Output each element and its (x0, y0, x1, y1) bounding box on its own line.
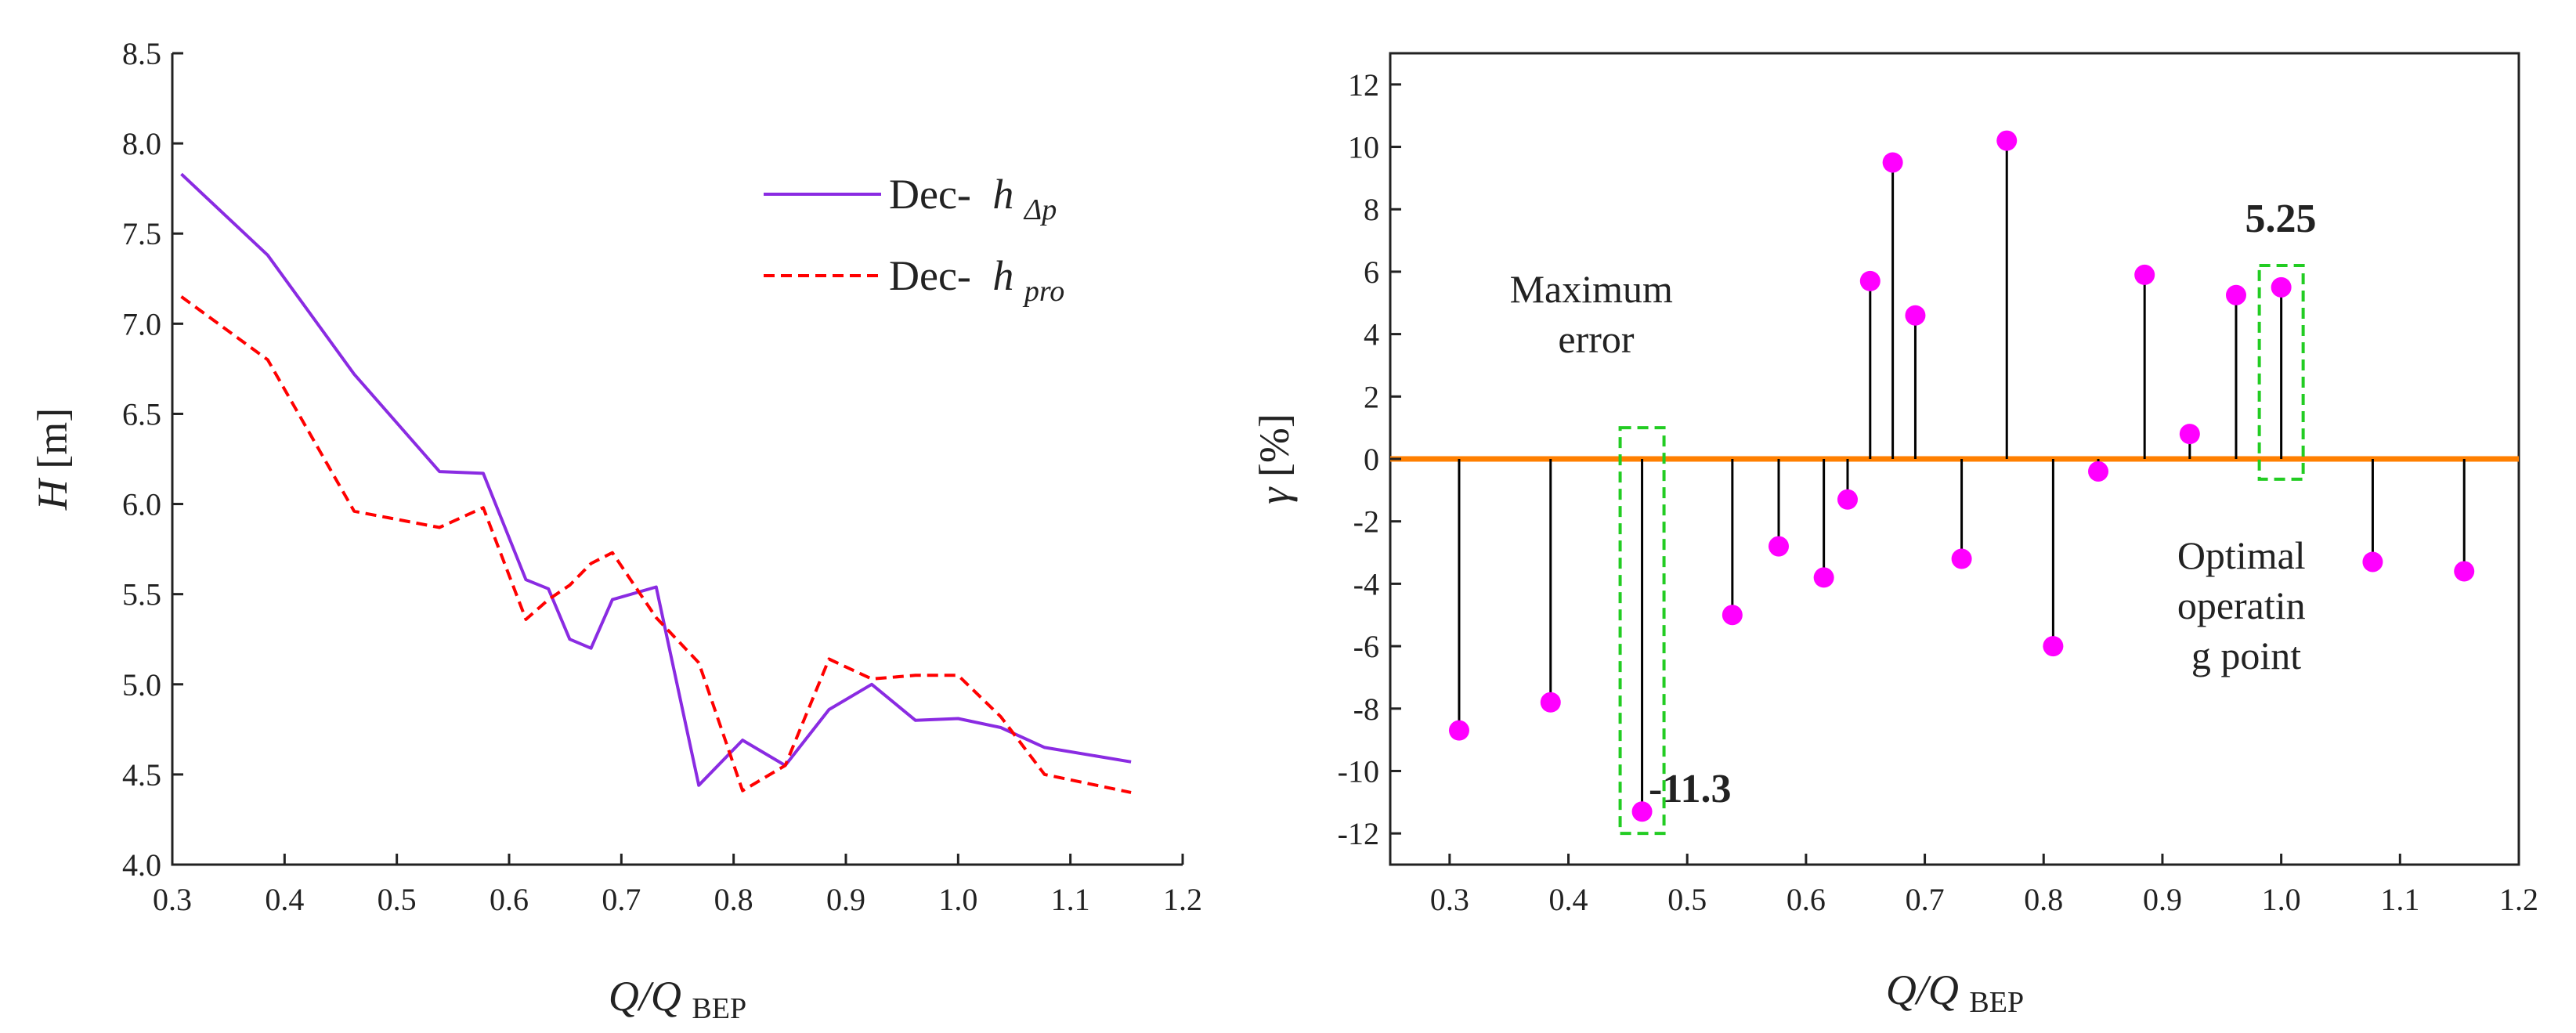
error-x-tick-label: 1.0 (2262, 882, 2301, 917)
head-x-tick-label: 0.3 (153, 882, 192, 917)
optimal-point-value: 5.25 (2245, 197, 2317, 241)
error-point (2043, 636, 2064, 657)
head-legend: Dec- h Δp Dec- h pro (764, 171, 1064, 308)
error-y-axis-title: γ [%] (1251, 414, 1298, 504)
error-point (2362, 551, 2383, 572)
error-y-tick-label: -2 (1353, 504, 1379, 540)
error-y-tick-label: -6 (1353, 629, 1379, 664)
head-x-tick-label: 1.1 (1051, 882, 1090, 917)
error-x-tick-label: 1.2 (2499, 882, 2538, 917)
head-x-tick-label: 0.9 (826, 882, 865, 917)
series-line-pro (180, 295, 1132, 794)
error-stems (1458, 140, 2466, 812)
error-x-tick-label: 0.3 (1430, 882, 1469, 917)
error-y-tick-label: -10 (1338, 753, 1379, 789)
head-y-ticks: 4.0 4.5 5.0 5.5 6.0 6.5 7.0 7.5 8.0 8.5 (122, 36, 183, 883)
error-x-axis-title: Q/Q BEP (1886, 966, 2024, 1019)
error-plot-frame (1389, 52, 2520, 866)
error-y-tick-label: 4 (1364, 317, 1379, 352)
head-y-axis-title: H [m] (29, 408, 76, 511)
error-x-tick-label: 0.4 (1549, 882, 1588, 917)
error-point (1769, 536, 1790, 557)
optimal-point-label: Optimal operatin g point (2177, 533, 2315, 677)
head-y-tick-label: 6.0 (122, 487, 161, 522)
error-x-tick-label: 0.8 (2024, 882, 2063, 917)
error-point (1448, 720, 1469, 741)
error-y-tick-label: 12 (1348, 67, 1379, 103)
head-y-tick-label: 8.5 (122, 36, 161, 71)
error-chart: 0.3 0.4 0.5 0.6 0.7 0.8 0.9 1.0 1.1 1.2 -12-10-8-… (1251, 52, 2538, 1019)
error-point (2088, 461, 2109, 482)
error-x-tick-label: 0.7 (1906, 882, 1945, 917)
error-point (1722, 605, 1743, 626)
head-x-axis-title: Q/Q BEP (609, 973, 746, 1025)
error-x-tick-label: 0.9 (2143, 882, 2182, 917)
head-y-tick-label: 7.0 (122, 306, 161, 341)
error-point (1905, 305, 1926, 326)
head-y-tick-label: 4.0 (122, 847, 161, 883)
error-point (1996, 130, 2018, 151)
head-series-lines (180, 172, 1132, 794)
error-points (1448, 130, 2475, 822)
max-error-label: Maximum error (1510, 267, 1683, 361)
legend-label-dp: Dec- h Δp (889, 171, 1057, 226)
error-x-tick-label: 0.5 (1667, 882, 1707, 917)
error-y-tick-label: 8 (1364, 192, 1379, 227)
error-point (1540, 692, 1561, 713)
legend-label-pro: Dec- h pro (889, 252, 1064, 308)
head-x-tick-label: 1.0 (938, 882, 977, 917)
error-point (2225, 284, 2246, 305)
error-y-tick-label: -12 (1338, 816, 1379, 851)
head-x-tick-label: 0.7 (602, 882, 641, 917)
head-y-tick-label: 5.5 (122, 577, 161, 612)
error-y-tick-label: 2 (1364, 379, 1379, 414)
error-x-tick-label: 1.1 (2380, 882, 2419, 917)
head-x-tick-label: 0.6 (490, 882, 529, 917)
error-point (1837, 489, 1858, 510)
head-y-tick-label: 8.0 (122, 126, 161, 161)
head-y-tick-label: 6.5 (122, 396, 161, 432)
head-x-ticks: 0.3 0.4 0.5 0.6 0.7 0.8 0.9 1.0 1.1 1.2 (153, 854, 1202, 917)
error-y-ticks: -12 -10 -8 -6 -4 -2 0 2 4 6 8 10 12 (1338, 67, 1401, 851)
error-point (2454, 561, 2475, 582)
series-line-dp (180, 172, 1132, 787)
max-error-highlight-box (1618, 426, 1666, 836)
head-y-tick-label: 5.0 (122, 667, 161, 703)
error-point (1631, 801, 1653, 822)
optimal-point-highlight-box (2257, 263, 2305, 481)
error-point (1951, 548, 1972, 569)
error-x-tick-label: 0.6 (1787, 882, 1826, 917)
error-point (1882, 152, 1903, 173)
error-y-tick-label: 0 (1364, 442, 1379, 477)
error-point (2179, 424, 2200, 445)
error-x-ticks: 0.3 0.4 0.5 0.6 0.7 0.8 0.9 1.0 1.1 1.2 (1430, 854, 2538, 917)
head-y-tick-label: 4.5 (122, 757, 161, 793)
head-x-tick-label: 0.8 (714, 882, 753, 917)
error-y-tick-label: 6 (1364, 255, 1379, 290)
error-y-tick-label: -8 (1353, 692, 1379, 727)
head-y-tick-label: 7.5 (122, 216, 161, 251)
head-x-tick-label: 1.2 (1163, 882, 1202, 917)
head-x-tick-label: 0.5 (378, 882, 417, 917)
max-error-value: -11.3 (1649, 767, 1731, 811)
error-point (2271, 276, 2292, 298)
error-y-tick-label: -4 (1353, 566, 1379, 601)
head-x-tick-label: 0.4 (265, 882, 304, 917)
error-point (2134, 264, 2155, 285)
error-y-tick-label: 10 (1348, 130, 1379, 165)
head-chart: 0.3 0.4 0.5 0.6 0.7 0.8 0.9 1.0 1.1 1.2 4.0 4.5 5.0… (29, 36, 1202, 1025)
error-point (1813, 567, 1834, 588)
error-point (1859, 270, 1881, 291)
